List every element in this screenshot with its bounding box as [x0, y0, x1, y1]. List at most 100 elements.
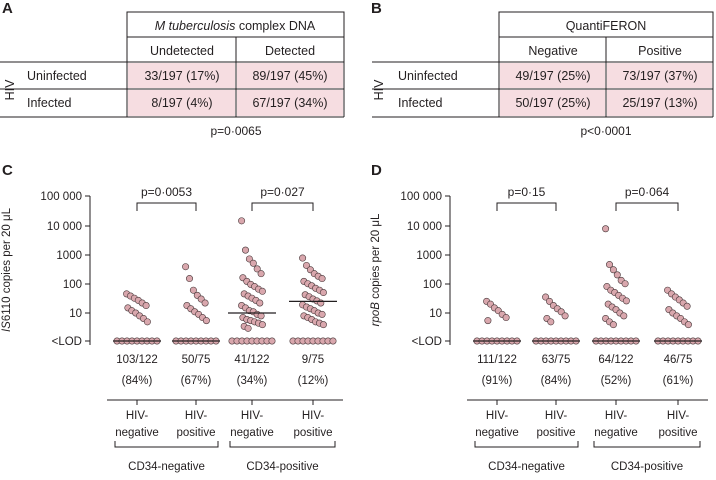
data-point — [317, 299, 325, 307]
group-percent-label: (34%) — [237, 375, 268, 387]
panel-b-cell: 25/197 (13%) — [622, 96, 697, 110]
data-point — [268, 337, 276, 345]
panel-c-chart: C 100 000 10 000 1000 100 10 <LOD IS6110 copies… — [1, 162, 343, 473]
comparison-pvalue: p=0·0053 — [141, 185, 192, 199]
y-axis-label-rest: copies per 20 μL — [370, 213, 382, 302]
group-percent-label: (52%) — [601, 375, 632, 387]
group-percent-label: (84%) — [541, 375, 572, 387]
panel-a: A M tuberculosis complex DNA Undetected … — [0, 0, 345, 138]
comparison-bracket — [496, 202, 557, 211]
panel-b: B QuantiFERON Negative Positive HIV Unin… — [371, 0, 714, 138]
data-point — [561, 312, 569, 320]
group-label: CD34-positive — [611, 461, 683, 473]
data-point — [249, 259, 257, 267]
y-tick-label: 1000 — [416, 250, 442, 262]
panel-a-cell: 67/197 (34%) — [252, 96, 327, 110]
group-bracket — [114, 441, 219, 448]
group-bracket — [474, 441, 579, 448]
y-axis-label-italic: rpoB — [370, 302, 382, 327]
data-point — [684, 321, 692, 329]
comparison-pvalue: p=0·064 — [625, 185, 670, 199]
panel-b-row-label: Infected — [398, 96, 443, 110]
data-point — [609, 321, 617, 329]
panel-letter-c: C — [2, 162, 13, 179]
panel-a-header: M tuberculosis complex DNA — [155, 19, 316, 33]
y-tick-label: 10 — [429, 308, 442, 320]
y-axis-label: IS6110 copies per 20 μL — [1, 207, 13, 332]
group-count-label: 63/75 — [542, 354, 571, 366]
data-point — [609, 266, 617, 274]
data-point — [502, 314, 510, 322]
panel-letter-d: D — [371, 162, 382, 179]
data-point — [258, 321, 266, 329]
x-label-line1: HIV- — [486, 410, 509, 422]
x-label-line1: HIV- — [667, 410, 690, 422]
data-point — [182, 263, 190, 271]
panel-b-cell-bg — [607, 90, 712, 116]
panel-a-cell-bg — [128, 63, 235, 88]
data-point — [319, 321, 327, 329]
group-percent-label: (67%) — [181, 375, 212, 387]
panel-b-letter: B — [371, 0, 382, 17]
y-tick-label: 10 — [69, 308, 82, 320]
data-point — [189, 286, 197, 294]
panel-b-header: QuantiFERON — [566, 19, 647, 33]
x-label-line1: HIV- — [241, 410, 264, 422]
panel-a-cell: 8/197 (4%) — [151, 96, 212, 110]
panel-a-cell-bg — [237, 63, 343, 88]
panel-b-cell: 49/197 (25%) — [515, 69, 590, 83]
data-point — [547, 318, 555, 326]
data-point — [299, 254, 307, 262]
panel-b-cell-bg — [500, 90, 605, 116]
data-point — [542, 293, 550, 301]
data-point — [318, 275, 326, 283]
comparison-bracket — [251, 202, 314, 211]
data-point — [318, 310, 326, 318]
data-point — [602, 225, 610, 233]
panel-a-cell-bg — [237, 90, 343, 116]
y-axis-label-rest: 6110 copies per 20 μL — [1, 207, 13, 321]
group-count-label: 103/122 — [116, 354, 158, 366]
data-point — [621, 280, 629, 288]
group-label: CD34-negative — [128, 461, 205, 473]
data-point — [613, 271, 621, 279]
panel-b-col-label: Positive — [638, 44, 682, 58]
group-percent-label: (12%) — [298, 375, 329, 387]
data-point — [256, 299, 264, 307]
y-axis-label-italic: IS — [1, 321, 13, 332]
group-count-label: 50/75 — [182, 354, 211, 366]
x-label-line1: HIV- — [545, 410, 568, 422]
group-count-label: 46/75 — [664, 354, 693, 366]
x-label-line2: negative — [475, 427, 518, 439]
y-tick-label: <LOD — [52, 336, 82, 348]
x-label-line1: HIV- — [126, 410, 149, 422]
data-point — [683, 302, 691, 310]
x-label-line1: HIV- — [302, 410, 325, 422]
data-point — [253, 265, 261, 273]
x-label-line1: HIV- — [185, 410, 208, 422]
group-count-label: 9/75 — [302, 354, 324, 366]
comparison-pvalue: p=0·027 — [260, 185, 305, 199]
data-point — [242, 246, 250, 254]
group-count-label: 64/122 — [598, 354, 633, 366]
panel-a-row-label: Infected — [27, 96, 72, 110]
panel-b-cell-bg — [607, 63, 712, 88]
comparison-pvalue: p=0·15 — [508, 185, 546, 199]
panel-b-cell-bg — [500, 63, 605, 88]
group-label: CD34-positive — [246, 461, 318, 473]
data-point — [319, 289, 327, 297]
panel-d-chart: D 100 000 10 000 1000 100 10 <LOD rpoB copies p… — [370, 162, 708, 473]
data-point — [302, 261, 310, 269]
panel-a-cell: 33/197 (17%) — [144, 69, 219, 83]
y-tick-label: <LOD — [412, 336, 442, 348]
group-percent-label: (61%) — [663, 375, 694, 387]
y-tick-label: 100 — [63, 279, 82, 291]
data-point — [244, 324, 252, 332]
group-percent-label: (84%) — [122, 375, 153, 387]
y-tick-label: 10 000 — [407, 221, 442, 233]
group-bracket — [593, 441, 701, 448]
comparison-bracket — [615, 202, 679, 211]
panel-b-pvalue: p<0·0001 — [580, 124, 631, 138]
x-label-line1: HIV- — [605, 410, 628, 422]
group-count-label: 111/122 — [477, 354, 517, 366]
